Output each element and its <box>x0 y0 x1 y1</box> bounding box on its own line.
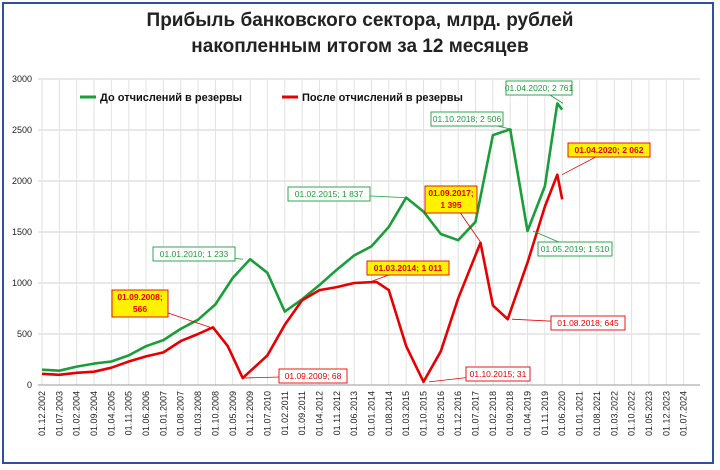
x-tick-label: 01.12.2016 <box>453 391 463 436</box>
annotation-label: 01.02.2015; 1 837 <box>295 189 364 199</box>
x-tick-label: 01.12.2023 <box>661 391 671 436</box>
annotation-box <box>424 185 478 214</box>
x-tick-label: 01.09.2018 <box>505 391 515 436</box>
annotation-box <box>278 368 348 384</box>
y-tick-label: 1000 <box>12 278 32 288</box>
annotation-label: 01.04.2020; 2 062 <box>574 145 643 155</box>
y-tick-label: 500 <box>17 329 32 339</box>
annotation-label: 01.03.2014; 1 011 <box>374 263 443 273</box>
annotation-label: 01.01.2010; 1 233 <box>160 249 229 259</box>
x-tick-label: 01.11.2019 <box>540 391 550 435</box>
y-tick-label: 3000 <box>12 74 32 84</box>
chart-title: Прибыль банковского сектора, млрд. рубле… <box>0 8 720 60</box>
x-tick-label: 01.10.2022 <box>627 391 637 436</box>
x-tick-label: 01.03.2008 <box>193 391 203 436</box>
x-tick-label: 01.10.2008 <box>210 391 220 436</box>
annotation-label: 01.10.2018; 2 506 <box>433 114 502 124</box>
legend-label-before-reserves: До отчислений в резервы <box>100 92 242 104</box>
x-tick-label: 01.10.2015 <box>419 391 429 436</box>
legend-label-after-reserves: После отчислений в резервы <box>302 92 463 104</box>
annotation-label: 01.10.2015; 31 <box>470 369 527 379</box>
x-tick-label: 01.07.2003 <box>54 391 64 436</box>
x-tick-label: 01.03.2022 <box>609 391 619 436</box>
x-tick-label: 01.12.2009 <box>245 391 255 436</box>
x-tick-label: 01.01.2021 <box>575 391 585 436</box>
annotation-box <box>567 142 651 158</box>
x-tick-label: 01.05.2009 <box>228 391 238 436</box>
x-tick-label: 01.12.2002 <box>37 391 47 436</box>
x-tick-label: 01.09.2011 <box>297 391 307 435</box>
x-tick-label: 01.06.2013 <box>349 391 359 436</box>
annotation-label: 566 <box>133 304 147 314</box>
annotation-box <box>465 366 531 382</box>
x-tick-label: 01.08.2007 <box>176 391 186 436</box>
chart-title-line-2: накопленным итогом за 12 месяцев <box>191 36 529 57</box>
annotation-label: 01.09.2017; <box>428 188 474 198</box>
annotation-box <box>366 260 450 276</box>
x-tick-label: 01.02.2011 <box>280 391 290 435</box>
x-tick-label: 01.06.2020 <box>557 391 567 436</box>
annotation-label: 01.05.2019; 1 510 <box>541 244 610 254</box>
annotation-label: 01.04.2020; 2 761 <box>505 83 574 93</box>
x-tick-label: 01.04.2012 <box>314 391 324 436</box>
annotation-box <box>287 186 371 202</box>
x-tick-label: 01.11.2005 <box>124 391 134 435</box>
y-tick-label: 2000 <box>12 176 32 186</box>
annotation-box <box>430 111 504 127</box>
annotation-box <box>505 80 573 96</box>
x-tick-label: 01.09.2004 <box>89 391 99 436</box>
chart-title-line-1: Прибыль банковского сектора, млрд. рубле… <box>146 10 574 31</box>
x-tick-label: 01.08.2014 <box>384 391 394 436</box>
annotation-label: 01.09.2009; 68 <box>285 371 342 381</box>
x-tick-label: 01.07.2010 <box>262 391 272 436</box>
y-tick-label: 0 <box>27 380 32 390</box>
x-tick-label: 01.04.2005 <box>106 391 116 436</box>
annotation-box <box>550 315 626 331</box>
x-tick-label: 01.02.2018 <box>488 391 498 436</box>
x-tick-label: 01.05.2023 <box>644 391 654 436</box>
x-tick-label: 01.07.2024 <box>679 391 689 436</box>
x-tick-label: 01.05.2016 <box>436 391 446 436</box>
x-tick-label: 01.08.2021 <box>592 391 602 436</box>
x-tick-label: 01.04.2019 <box>523 391 533 436</box>
x-tick-label: 01.01.2014 <box>366 391 376 436</box>
y-tick-label: 1500 <box>12 227 32 237</box>
x-tick-label: 01.02.2004 <box>72 391 82 436</box>
annotation-box <box>152 246 236 262</box>
annotation-box <box>537 241 613 257</box>
x-tick-label: 01.07.2017 <box>471 391 481 436</box>
x-tick-label: 01.06.2006 <box>141 391 151 436</box>
series-line-before-reserves <box>41 102 564 373</box>
x-tick-label: 01.01.2007 <box>158 391 168 436</box>
x-tick-label: 01.03.2015 <box>401 391 411 436</box>
annotation-box <box>111 289 169 318</box>
y-tick-label: 2500 <box>12 125 32 135</box>
annotation-label: 01.09.2008; <box>117 292 163 302</box>
annotation-label: 1 395 <box>440 200 462 210</box>
series-line-after-reserves <box>41 173 564 384</box>
x-tick-label: 01.11.2012 <box>332 391 342 435</box>
annotation-label: 01.08.2018; 645 <box>557 318 619 328</box>
